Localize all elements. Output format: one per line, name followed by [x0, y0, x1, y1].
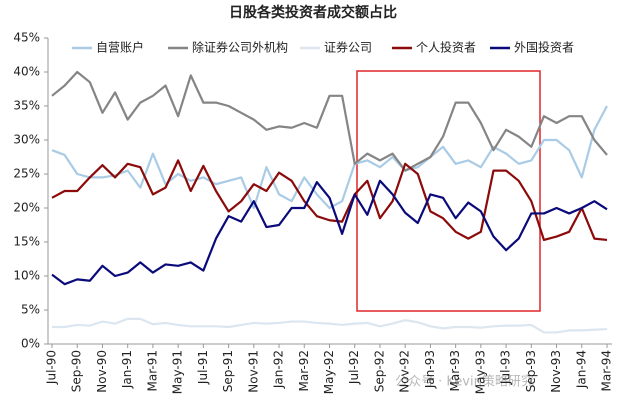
y-tick-label: 20% [13, 201, 40, 215]
x-tick-label: Sep-93 [524, 350, 538, 392]
x-tick-label: Mar-94 [600, 350, 614, 391]
x-tick-label: Jan-93 [423, 350, 437, 389]
x-tick-label: Mar-91 [145, 350, 159, 391]
legend-label: 自营账户 [96, 40, 144, 55]
x-tick-label: Sep-91 [221, 350, 235, 392]
chart-title: 日股各类投资者成交额占比 [229, 4, 397, 21]
x-tick-label: Jul-91 [196, 350, 210, 385]
legend-label: 个人投资者 [416, 40, 476, 55]
x-tick-label: Mar-92 [297, 350, 311, 391]
x-tick-label: Jan-94 [574, 350, 588, 389]
y-tick-label: 10% [13, 269, 40, 283]
x-tick-label: Nov-90 [95, 350, 109, 393]
x-tick-label: May-92 [322, 350, 336, 394]
x-tick-label: Sep-90 [70, 350, 84, 392]
x-tick-label: May-93 [473, 350, 487, 394]
legend-label: 除证券公司外机构 [192, 40, 288, 55]
y-tick-label: 45% [13, 31, 40, 45]
line-series [51, 70, 608, 172]
x-tick-label: Jul-93 [499, 350, 513, 385]
x-tick-label: Mar-93 [448, 350, 462, 391]
x-tick-label: Nov-91 [246, 350, 260, 393]
x-tick-label: Nov-92 [398, 350, 412, 393]
x-tick-label: Nov-93 [549, 350, 563, 393]
y-tick-label: 5% [21, 303, 40, 317]
y-tick-label: 35% [13, 99, 40, 113]
y-tick-label: 15% [13, 235, 40, 249]
line-series [52, 317, 608, 334]
legend-label: 证券公司 [324, 40, 372, 55]
highlight-box [356, 70, 541, 312]
x-tick-label: Sep-92 [372, 350, 386, 392]
watermark: 公众号 · Kevin策略研究 [395, 374, 534, 390]
y-tick-label: 0% [21, 337, 40, 351]
y-tick-label: 25% [13, 167, 40, 181]
line-series [51, 179, 608, 286]
legend-label: 外国投资者 [514, 40, 574, 55]
line-series [51, 105, 608, 210]
y-tick-label: 40% [13, 65, 40, 79]
x-tick-label: Jan-91 [120, 350, 134, 389]
x-tick-label: Jul-90 [45, 350, 59, 385]
y-tick-label: 30% [13, 133, 40, 147]
x-tick-label: Jul-92 [347, 350, 361, 385]
line-series [51, 159, 608, 242]
x-tick-label: Jan-92 [272, 350, 286, 389]
x-tick-label: May-91 [171, 350, 185, 394]
